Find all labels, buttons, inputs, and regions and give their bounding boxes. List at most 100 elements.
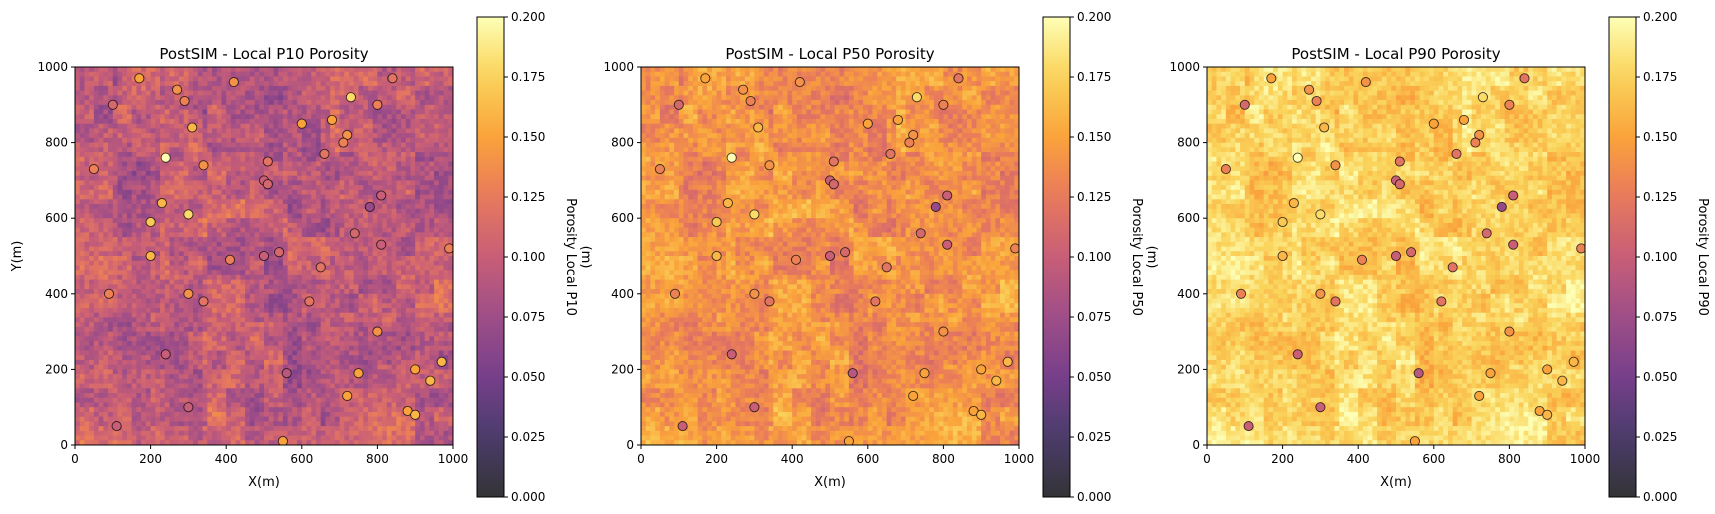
heatmap-cell [334,175,341,181]
heatmap-cell [240,90,246,96]
heatmap-cell [311,104,317,111]
heatmap-cell [349,170,355,177]
heatmap-cell [330,90,336,96]
heatmap-cell [212,199,218,205]
heatmap-cell [320,421,327,427]
heatmap-cell [259,274,265,281]
heatmap-cell [230,336,237,342]
heatmap-cell [334,383,341,389]
heatmap-cell [301,237,308,243]
heatmap-cell [353,81,360,87]
heatmap-cell [183,199,189,205]
heatmap-cell [178,293,185,300]
heatmap-cell [98,303,104,309]
heatmap-cell [141,123,147,130]
heatmap-cell [79,331,86,337]
heatmap-cell [174,104,180,111]
heatmap-cell [126,364,133,370]
heatmap-cell [301,416,308,422]
heatmap-cell [174,194,180,200]
heatmap-cell [306,194,312,200]
heatmap-cell [320,246,327,252]
heatmap-cell [84,416,90,422]
heatmap-cell [230,100,237,106]
heatmap-cell [89,336,95,342]
heatmap-cell [344,331,350,337]
heatmap-cell [311,289,317,295]
heatmap-cell [221,194,227,200]
heatmap-cell [79,218,86,224]
heatmap-cell [212,260,218,267]
heatmap-cell [197,350,204,356]
heatmap-cell [320,251,327,257]
heatmap-cell [235,393,241,399]
heatmap-cell [160,393,166,399]
heatmap-cell [245,246,251,252]
heatmap-cell [278,411,284,418]
heatmap-cell [358,411,364,418]
heatmap-cell [136,378,142,385]
heatmap-cell [212,265,218,271]
heatmap-cell [240,123,246,130]
heatmap-cell [363,440,369,445]
heatmap-cell [353,256,360,262]
heatmap-cell [145,426,152,432]
heatmap-cell [268,341,275,347]
heatmap-cell [301,194,308,200]
heatmap-cell [264,76,270,82]
heatmap-cell [98,137,104,144]
heatmap-cell [344,194,350,200]
heatmap-cell [358,194,364,200]
heatmap-cell [278,189,284,196]
heatmap-cell [278,298,284,304]
heatmap-cell [141,222,147,229]
heatmap-cell [103,345,109,352]
heatmap-cell [131,194,138,200]
heatmap-cell [117,279,123,285]
heatmap-cell [216,76,223,82]
heatmap-cell [358,118,364,125]
heatmap-cell [339,293,345,300]
heatmap-cell [325,397,331,404]
heatmap-cell [358,67,364,73]
heatmap-cell [353,274,360,281]
heatmap-cell [145,430,152,437]
heatmap-cell [349,222,355,229]
heatmap-cell [330,128,336,134]
heatmap-cell [89,430,95,437]
heatmap-cell [126,383,133,389]
heatmap-cell [212,67,218,73]
heatmap-cell [212,166,218,172]
heatmap-cell [325,123,331,130]
heatmap-cell [126,104,133,111]
heatmap-cell [245,430,251,437]
heatmap-cell [216,407,223,413]
heatmap-cell [193,104,199,111]
heatmap-cell [131,204,138,210]
heatmap-cell [122,397,128,404]
heatmap-cell [264,336,270,342]
heatmap-cell [334,289,341,295]
heatmap-cell [197,326,204,333]
heatmap-cell [174,147,180,153]
heatmap-cell [93,256,100,262]
heatmap-cell [230,411,237,418]
heatmap-cell [183,411,189,418]
heatmap-cell [141,232,147,238]
heatmap-cell [349,279,355,285]
heatmap-cell [202,336,208,342]
heatmap-cell [282,270,289,276]
heatmap-cell [245,307,251,314]
heatmap-cell [240,289,246,295]
heatmap-cell [363,388,369,394]
heatmap-cell [273,388,279,394]
heatmap-cell [79,199,86,205]
heatmap-cell [221,246,227,252]
heatmap-cell [183,331,189,337]
heatmap-cell [330,152,336,158]
heatmap-cell [334,166,341,172]
heatmap-cell [339,279,345,285]
heatmap-cell [169,440,175,445]
heatmap-cell [287,421,293,427]
